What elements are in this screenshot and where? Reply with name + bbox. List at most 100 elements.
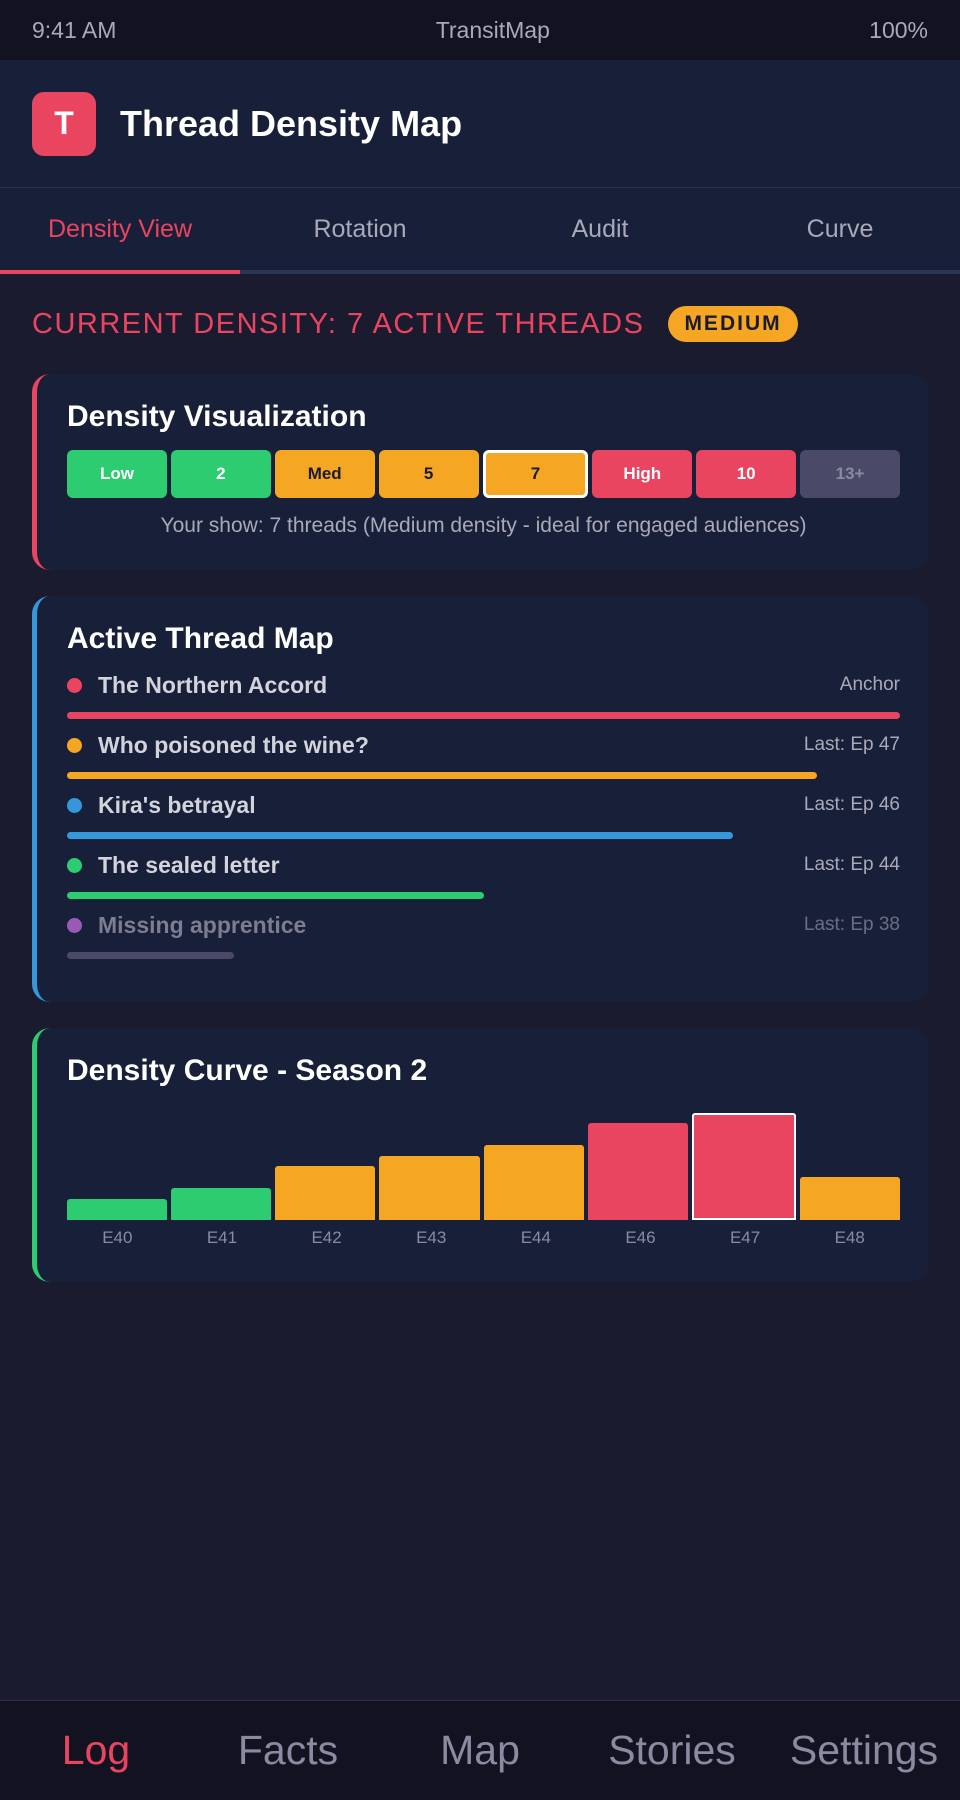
chart-bar[interactable] xyxy=(691,1113,796,1220)
density-heading: CURRENT DENSITY: 7 ACTIVE THREADS xyxy=(32,307,645,340)
thread-strength-track xyxy=(67,706,900,724)
status-bar: 9:41 AM TransitMap 100% xyxy=(0,0,960,60)
thread-list: The Northern Accord Anchor Who poisoned th… xyxy=(67,664,900,964)
density-scale: Low 2 Med 5 7 High 10 13+ xyxy=(67,450,900,498)
thread-map-card: Active Thread Map The Northern Accord Anc… xyxy=(32,596,928,1002)
thread-color-dot-icon xyxy=(67,737,82,753)
chart-x-label: E42 xyxy=(311,1228,342,1247)
tab-density-view[interactable]: Density View xyxy=(0,188,240,274)
thread-name: The Northern Accord xyxy=(98,671,328,698)
thread-name: Kira's betrayal xyxy=(98,791,256,818)
status-battery: 100% xyxy=(869,16,928,43)
tab-rotation[interactable]: Rotation xyxy=(240,188,480,270)
nav-label: Log xyxy=(61,1727,131,1773)
thread-name: Missing apprentice xyxy=(98,911,307,938)
density-curve-card: Density Curve - Season 2 E40 E41 E42 E43 E44… xyxy=(32,1028,928,1282)
thread-strength-bar xyxy=(67,891,484,899)
thread-name: The sealed letter xyxy=(98,851,280,878)
chart-bar[interactable] xyxy=(483,1145,584,1220)
density-scale-segment: High xyxy=(592,450,693,498)
thread-row: Who poisoned the wine? Last: Ep 47 xyxy=(67,724,900,766)
thread-color-dot-icon xyxy=(67,917,82,933)
nav-label: Stories xyxy=(608,1727,736,1773)
chart-x-label: E41 xyxy=(206,1228,238,1247)
density-scale-segment: 13+ xyxy=(800,450,900,498)
thread-color-dot-icon xyxy=(67,797,82,813)
density-badge: MEDIUM xyxy=(668,306,798,342)
thread-strength-bar xyxy=(67,951,234,959)
chart-bar[interactable] xyxy=(587,1123,688,1220)
thread-row: Missing apprentice Last: Ep 38 xyxy=(67,904,900,946)
chart-bar[interactable] xyxy=(171,1188,272,1220)
tab-label: Curve xyxy=(806,214,874,243)
nav-map[interactable]: Map xyxy=(384,1701,576,1800)
thread-row: The sealed letter Last: Ep 44 xyxy=(67,844,900,886)
nav-settings[interactable]: Settings xyxy=(768,1701,960,1800)
main-content: CURRENT DENSITY: 7 ACTIVE THREADS MEDIUM… xyxy=(0,304,960,1282)
status-app-name: TransitMap xyxy=(435,16,550,43)
thread-item[interactable]: Who poisoned the wine? Last: Ep 47 xyxy=(67,724,900,784)
bottom-nav: Log Facts Map Stories Settings xyxy=(0,1700,960,1800)
density-note: Your show: 7 threads (Medium density - i… xyxy=(160,514,807,537)
density-scale-segment: 5 xyxy=(378,450,479,498)
thread-row: The Northern Accord Anchor xyxy=(67,664,900,706)
tab-label: Density View xyxy=(47,214,193,243)
tab-curve[interactable]: Curve xyxy=(720,188,960,270)
page-title: Thread Density Map xyxy=(120,102,463,144)
density-scale-segment-current: 7 xyxy=(482,450,589,498)
thread-strength-bar xyxy=(67,831,734,839)
thread-strength-track xyxy=(67,826,900,844)
thread-item[interactable]: The sealed letter Last: Ep 44 xyxy=(67,844,900,904)
nav-label: Facts xyxy=(237,1727,339,1773)
nav-label: Settings xyxy=(789,1727,939,1773)
tab-label: Audit xyxy=(571,214,629,243)
app-logo: T xyxy=(32,91,96,156)
thread-color-dot-icon xyxy=(67,677,82,693)
thread-last-episode: Last: Ep 47 xyxy=(803,734,900,755)
tab-bar: Density View Rotation Audit Curve xyxy=(0,188,960,274)
thread-last-episode: Last: Ep 38 xyxy=(803,914,900,935)
thread-last-episode: Last: Ep 44 xyxy=(803,854,900,875)
thread-name: Who poisoned the wine? xyxy=(98,731,369,758)
thread-item[interactable]: The Northern Accord Anchor xyxy=(67,664,900,724)
card-title: Density Visualization xyxy=(67,400,367,433)
chart-bar[interactable] xyxy=(275,1166,376,1220)
thread-strength-bar xyxy=(67,711,900,719)
card-title: Active Thread Map xyxy=(67,622,334,655)
thread-item[interactable]: Missing apprentice Last: Ep 38 xyxy=(67,904,900,964)
nav-facts[interactable]: Facts xyxy=(192,1701,384,1800)
thread-last-episode: Anchor xyxy=(839,674,900,695)
tab-label: Rotation xyxy=(313,214,407,243)
chart-x-label: E43 xyxy=(416,1228,447,1247)
thread-strength-track xyxy=(67,946,900,964)
chart-x-label: E47 xyxy=(729,1228,761,1247)
nav-stories[interactable]: Stories xyxy=(576,1701,768,1800)
status-time: 9:41 AM xyxy=(32,16,117,43)
chart-x-label: E48 xyxy=(834,1228,865,1247)
density-scale-segment: Med xyxy=(274,450,375,498)
thread-color-dot-icon xyxy=(67,857,82,873)
chart-bar[interactable] xyxy=(799,1177,900,1220)
chart-x-labels: E40 E41 E42 E43 E44 E46 E47 E48 xyxy=(67,1228,900,1248)
density-scale-segment: 10 xyxy=(696,450,797,498)
app-logo-letter: T xyxy=(54,105,74,141)
chart-x-label: E44 xyxy=(520,1228,551,1247)
app-header: T Thread Density Map xyxy=(0,60,960,188)
chart-bar[interactable] xyxy=(67,1199,168,1220)
nav-log[interactable]: Log xyxy=(0,1701,192,1800)
density-visualization-card: Density Visualization Low 2 Med 5 7 High 10 13+… xyxy=(32,374,928,570)
chart-x-label: E46 xyxy=(625,1228,656,1247)
density-curve-chart xyxy=(67,1102,900,1220)
tab-audit[interactable]: Audit xyxy=(480,188,720,270)
chart-x-label: E40 xyxy=(102,1228,133,1247)
chart-bars xyxy=(67,1102,900,1220)
thread-row: Kira's betrayal Last: Ep 46 xyxy=(67,784,900,826)
chart-bar[interactable] xyxy=(379,1156,480,1220)
density-scale-segment: 2 xyxy=(170,450,271,498)
nav-label: Map xyxy=(440,1727,520,1773)
card-title: Density Curve - Season 2 xyxy=(67,1054,428,1087)
thread-item[interactable]: Kira's betrayal Last: Ep 46 xyxy=(67,784,900,844)
thread-strength-track xyxy=(67,886,900,904)
thread-last-episode: Last: Ep 46 xyxy=(803,794,900,815)
density-summary: CURRENT DENSITY: 7 ACTIVE THREADS MEDIUM xyxy=(32,304,928,344)
